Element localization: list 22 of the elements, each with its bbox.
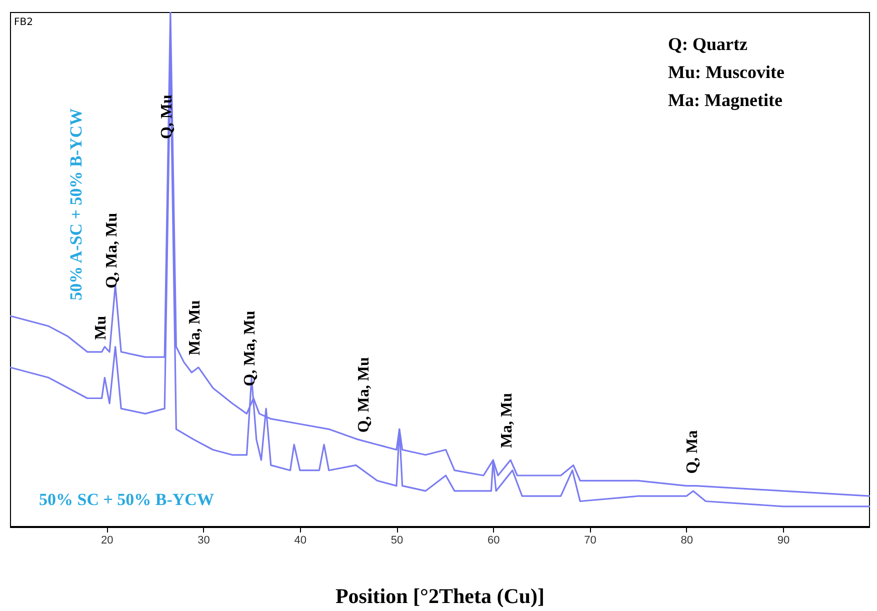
x-tick-label: 40 <box>294 534 307 546</box>
text: 50% SC + 50% B-YCW <box>38 490 214 509</box>
annotation: Q, Mu <box>158 94 176 140</box>
annotation: Ma, Mu <box>186 300 204 356</box>
annotation: FB2 <box>14 17 33 28</box>
annotation: Q, Ma, Mu <box>356 356 373 433</box>
x-tick-label: 70 <box>584 534 596 546</box>
x-tick-label: 80 <box>680 534 694 546</box>
text: 50% A-SC + 50% B-YCW <box>66 108 86 300</box>
annotation: Q, Ma, Mu <box>103 212 120 288</box>
annotation: Mu: Muscovite <box>668 62 784 82</box>
x-tick-label: 20 <box>101 534 114 546</box>
x-tick-label: 60 <box>488 534 500 546</box>
annotation: Ma, Mu <box>498 392 516 448</box>
annotation: Mu <box>92 316 110 340</box>
annotation: Ma: Magnetite <box>668 90 782 110</box>
x-tick-label: 90 <box>777 534 790 546</box>
annotation: Q, Ma, Mu <box>242 310 259 386</box>
x-tick-label: 30 <box>198 534 210 546</box>
annotation: Q, Ma <box>684 430 702 474</box>
annotation: Q: Quartz <box>668 34 748 54</box>
x-tick-label: 50 <box>390 534 404 546</box>
